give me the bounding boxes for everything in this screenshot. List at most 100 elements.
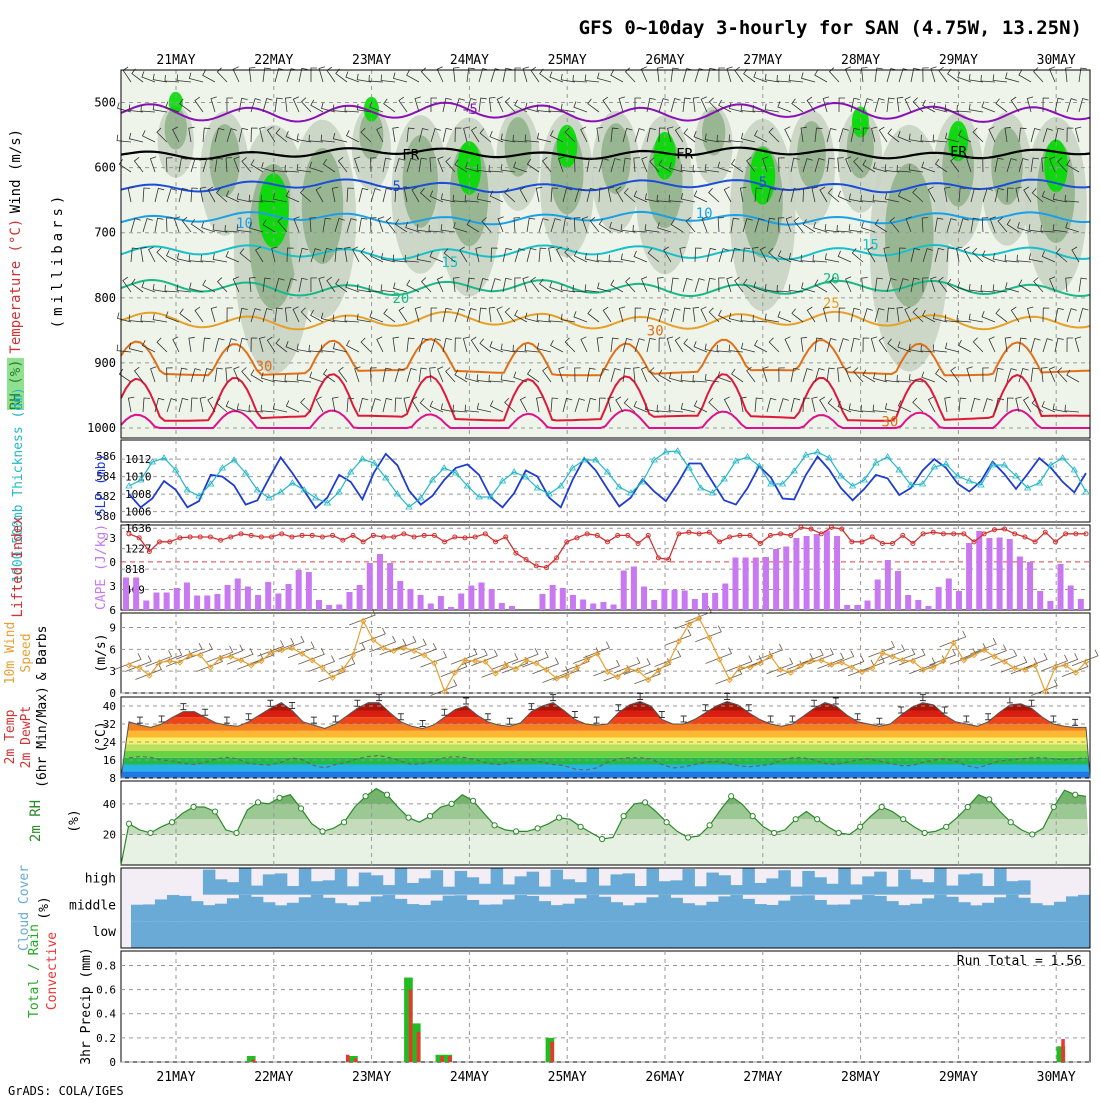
wind-barb [640,276,648,293]
wind-barb [872,194,888,203]
wind-point [1021,666,1029,673]
wind-barb [884,374,900,383]
wind-barb [938,66,948,83]
li-point [207,534,213,540]
cloud-cell [1042,921,1055,948]
cloud-cell [1066,921,1079,948]
cloud-cell [454,870,468,895]
cloud-cell [466,921,480,948]
wind-barb [564,247,576,263]
wind-barb [957,281,972,293]
li-point [391,534,397,540]
wind-barb [837,400,852,413]
wind-barb [764,73,780,83]
wind-barb [873,162,888,173]
cloud-cell [166,895,180,922]
wind-barb [165,101,180,113]
rh-label-grp: 2m RH [28,800,44,842]
wind-point [258,657,265,665]
temp-minmax-bar [789,715,796,723]
wind-barb [542,366,552,383]
wind-point [492,670,499,677]
cloud-cell [946,921,959,948]
wind-barb-10m [980,644,1007,662]
thickness-point [918,480,927,487]
wind-barb [1005,72,1020,83]
li-point [605,539,610,545]
temp-minmax-bar [419,720,426,727]
thickness-point [1023,484,1032,491]
wind-barb [897,341,912,353]
wind-barb [445,367,456,383]
wind-barb [640,366,648,383]
cloud-cell [454,895,468,922]
cloud-cell [526,921,540,948]
wind-barb-10m [878,644,906,662]
cloud-cell [958,902,971,922]
wind-barb [454,98,465,113]
wind-line [128,617,1087,694]
wind-barb [488,374,504,383]
wind-point [695,614,703,622]
cloud-cell [502,899,516,922]
wind-barb [207,396,216,413]
wind-barb [934,158,948,173]
rh-point [1029,831,1036,838]
wind-barb [615,186,624,203]
wind-barb [618,96,626,113]
wind-barb [418,338,429,353]
li-point [706,529,712,535]
li-point [747,532,753,538]
wind-barb [478,278,489,293]
li-point [696,531,702,537]
wind-barb [1030,367,1039,383]
wind-barb [944,132,960,143]
wind-barb [754,397,763,413]
wind-barb [232,276,240,293]
wind-barb [921,371,936,383]
thickness-point [171,466,180,473]
wind-barb [670,219,684,233]
li-point [900,532,906,538]
wind-barb [248,194,264,203]
thickness-point [312,494,320,501]
wind-barb [266,126,276,143]
li-point [828,524,834,530]
wind-barb [837,367,844,383]
wind-barb [334,218,345,233]
wind-barb [464,404,480,413]
wind-barb [248,67,256,83]
wind-barb [790,187,801,203]
wind-barb [728,312,744,323]
temp-line [120,700,1091,779]
cape-bar [813,534,820,610]
wind-unit-grp: (m/s) [94,633,109,672]
wind-barb [321,102,336,113]
cloud-cell [442,895,456,922]
wind-barb [513,371,528,383]
wind-barb [1015,396,1022,413]
wind-barb [118,368,132,383]
wind-barb [298,67,308,83]
thickness-point [743,453,752,460]
wind-barb [442,337,452,353]
li-point [462,535,468,541]
precip-total-bar [246,1055,256,1062]
wind-barb [360,337,372,353]
li-point [370,532,376,538]
wind-barb [141,340,156,353]
wind-barb [382,187,393,203]
wind-barb [1057,157,1068,173]
cloud-cell [610,874,623,895]
wind-barb [178,187,189,203]
temp-minmax-bar [658,711,665,718]
wind-barb [166,188,177,203]
wind-barb [241,367,252,383]
wind-barb [285,341,300,353]
wind-barb [746,156,756,173]
rh-region-mid-15 [884,163,934,308]
wind-barb [250,159,264,173]
wind-barb [513,161,528,173]
